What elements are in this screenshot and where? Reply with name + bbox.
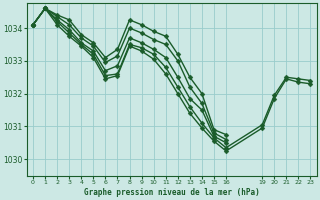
X-axis label: Graphe pression niveau de la mer (hPa): Graphe pression niveau de la mer (hPa)	[84, 188, 260, 197]
